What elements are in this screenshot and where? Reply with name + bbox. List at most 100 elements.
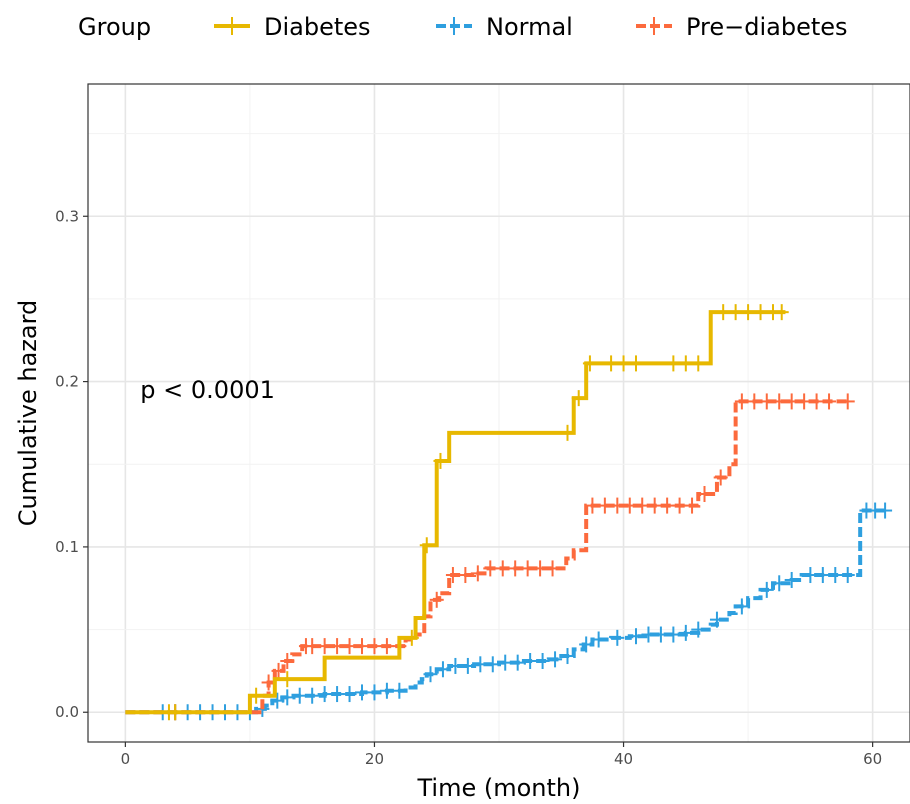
censor-mark bbox=[317, 638, 332, 655]
censor-mark bbox=[548, 651, 563, 668]
y-tick-label: 0.2 bbox=[55, 373, 79, 391]
censor-mark bbox=[445, 567, 460, 584]
censor-mark bbox=[828, 567, 843, 584]
censor-mark bbox=[280, 652, 295, 669]
censor-mark bbox=[840, 567, 855, 584]
censor-mark bbox=[604, 355, 619, 372]
censor-mark bbox=[342, 686, 357, 703]
censor-mark bbox=[392, 682, 407, 699]
censor-mark bbox=[292, 687, 307, 704]
censor-mark bbox=[666, 355, 681, 372]
gridlines bbox=[88, 84, 910, 742]
censor-mark bbox=[635, 497, 650, 514]
plot-border bbox=[87, 83, 910, 743]
censor-mark bbox=[433, 452, 448, 469]
censor-mark bbox=[728, 304, 743, 321]
censor-mark bbox=[483, 560, 498, 577]
censor-mark bbox=[815, 567, 830, 584]
censor-mark bbox=[747, 393, 762, 410]
y-tick-label: 0.1 bbox=[55, 538, 79, 556]
censor-mark bbox=[753, 304, 768, 321]
censor-mark bbox=[772, 575, 787, 592]
censor-mark bbox=[367, 638, 382, 655]
censor-mark bbox=[523, 652, 538, 669]
y-tick-label: 0.0 bbox=[55, 703, 79, 721]
legend-label-pre-diabetes: Pre−diabetes bbox=[686, 13, 848, 41]
censor-mark bbox=[379, 638, 394, 655]
censor-mark bbox=[709, 611, 724, 628]
censor-mark bbox=[585, 497, 600, 514]
censor-mark bbox=[419, 537, 434, 554]
censor-mark bbox=[249, 687, 264, 704]
censor-mark bbox=[404, 629, 419, 646]
x-tick-label: 60 bbox=[863, 750, 882, 768]
legend-key-pre-diabetes bbox=[636, 17, 672, 35]
x-axis-ticks: 0 20 40 60 bbox=[121, 742, 882, 768]
legend-key-diabetes bbox=[214, 17, 250, 35]
x-tick-label: 20 bbox=[365, 750, 384, 768]
y-tick-label: 0.3 bbox=[55, 207, 79, 225]
censor-mark bbox=[716, 304, 731, 321]
censor-mark bbox=[713, 469, 728, 486]
legend-label-normal: Normal bbox=[486, 13, 573, 41]
censor-mark bbox=[379, 682, 394, 699]
censor-mark bbox=[678, 355, 693, 372]
censor-mark bbox=[367, 684, 382, 701]
censor-mark bbox=[822, 393, 837, 410]
censor-mark bbox=[429, 591, 444, 608]
censor-mark bbox=[741, 304, 756, 321]
censor-mark bbox=[803, 567, 818, 584]
censor-mark bbox=[460, 657, 475, 674]
censor-mark bbox=[734, 598, 749, 615]
legend: Group Diabetes Normal Pre−diabetes bbox=[78, 13, 848, 41]
x-tick-label: 0 bbox=[121, 750, 131, 768]
censor-mark bbox=[355, 684, 369, 701]
censor-mark bbox=[485, 656, 500, 673]
censor-mark bbox=[809, 393, 824, 410]
censor-mark bbox=[435, 661, 450, 678]
censor-mark bbox=[685, 497, 700, 514]
y-axis-ticks: 0.0 0.1 0.2 0.3 bbox=[55, 207, 88, 721]
censor-mark bbox=[473, 656, 488, 673]
censor-mark bbox=[470, 565, 485, 582]
legend-title: Group bbox=[78, 13, 151, 41]
censor-mark bbox=[616, 355, 631, 372]
censor-mark bbox=[660, 497, 675, 514]
censor-mark bbox=[560, 648, 575, 665]
censor-mark bbox=[305, 687, 320, 704]
annotations: p < 0.0001 bbox=[140, 376, 275, 404]
censor-mark bbox=[579, 636, 594, 653]
series-layer bbox=[125, 304, 893, 721]
legend-label-diabetes: Diabetes bbox=[264, 13, 371, 41]
x-tick-label: 40 bbox=[614, 750, 633, 768]
censor-mark bbox=[271, 662, 286, 679]
legend-key-normal bbox=[436, 17, 472, 35]
censor-mark bbox=[878, 502, 893, 519]
censor-mark bbox=[641, 626, 656, 643]
censor-mark bbox=[759, 393, 774, 410]
censor-mark bbox=[533, 560, 548, 577]
censor-mark bbox=[691, 621, 706, 638]
censor-mark bbox=[784, 393, 799, 410]
censor-mark bbox=[545, 560, 560, 577]
censor-mark bbox=[423, 666, 438, 683]
censor-mark bbox=[759, 581, 774, 598]
censor-mark bbox=[280, 689, 295, 706]
censor-mark bbox=[647, 497, 662, 514]
censor-mark bbox=[498, 654, 513, 671]
censor-mark bbox=[797, 393, 812, 410]
censor-mark bbox=[342, 638, 357, 655]
censor-mark bbox=[535, 652, 550, 669]
censor-mark bbox=[582, 355, 597, 372]
censor-mark bbox=[448, 657, 463, 674]
censor-mark bbox=[168, 704, 183, 721]
series-diabetes bbox=[125, 304, 789, 721]
step-line-pre-diabetes bbox=[125, 399, 848, 715]
censor-mark bbox=[520, 560, 535, 577]
step-line-diabetes bbox=[125, 310, 786, 715]
censor-mark bbox=[280, 671, 295, 688]
censor-mark bbox=[571, 390, 586, 407]
censor-mark bbox=[672, 497, 687, 514]
censor-mark bbox=[610, 629, 625, 646]
